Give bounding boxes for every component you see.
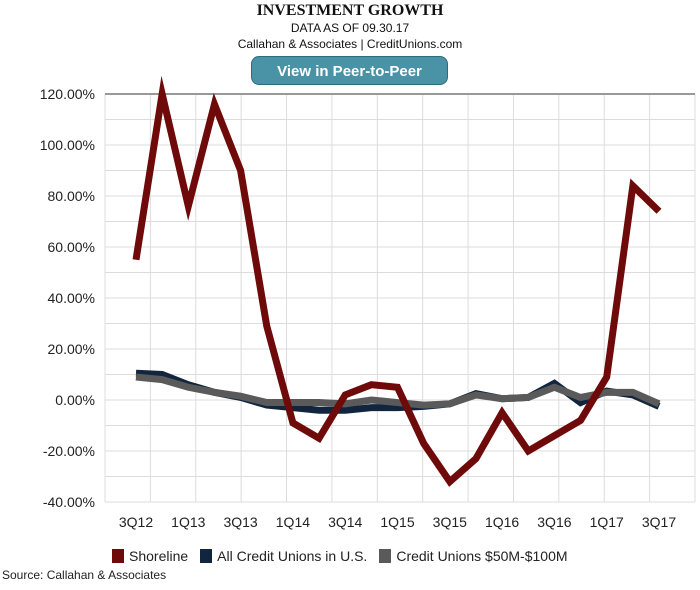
x-tick-label: 3Q12: [119, 514, 153, 530]
y-tick-label: -20.00%: [43, 443, 95, 459]
x-tick-label: 3Q14: [328, 514, 362, 530]
x-tick-label: 1Q16: [485, 514, 519, 530]
legend-swatch: [379, 549, 392, 563]
x-tick-label: 1Q15: [380, 514, 414, 530]
view-in-peer-to-peer-button[interactable]: View in Peer-to-Peer: [251, 56, 448, 85]
legend-item[interactable]: All Credit Unions in U.S.: [200, 548, 367, 564]
y-tick-label: -40.00%: [43, 494, 95, 510]
legend-label: Credit Unions $50M-$100M: [396, 548, 568, 564]
x-tick-label: 1Q13: [171, 514, 205, 530]
chart-title: INVESTMENT GROWTH: [256, 2, 444, 19]
y-tick-label: 0.00%: [55, 392, 95, 408]
series-line-shoreline: [132, 75, 662, 487]
source-note: Source: Callahan & Associates: [2, 568, 167, 582]
legend-swatch: [200, 549, 213, 563]
legend: Shoreline All Credit Unions in U.S. Credit…: [112, 548, 568, 564]
y-tick-label: 20.00%: [48, 341, 95, 357]
x-tick-label: 1Q17: [590, 514, 624, 530]
y-tick-label: 100.00%: [40, 137, 95, 153]
data-as-of: DATA AS OF 09.30.17: [290, 21, 410, 35]
y-tick-label: 60.00%: [48, 239, 95, 255]
legend-swatch: [112, 549, 124, 563]
y-tick-label: 80.00%: [48, 188, 95, 204]
legend-item[interactable]: Shoreline: [112, 548, 188, 564]
legend-label: All Credit Unions in U.S.: [217, 548, 368, 564]
x-tick-label: 3Q17: [642, 514, 676, 530]
y-tick-label: 40.00%: [48, 290, 95, 306]
credit-line: Callahan & Associates | CreditUnions.com: [237, 37, 463, 51]
legend-item[interactable]: Credit Unions $50M-$100M: [379, 548, 568, 564]
line-chart: -40.00% -20.00% 0.00% 20.00% 40.00% 60.00% 80.…: [40, 75, 696, 530]
legend-label: Shoreline: [129, 548, 189, 564]
x-tick-label: 3Q16: [537, 514, 571, 530]
x-tick-label: 3Q15: [433, 514, 467, 530]
y-tick-label: 120.00%: [40, 86, 95, 102]
x-tick-label: 3Q13: [223, 514, 257, 530]
x-tick-label: 1Q14: [276, 514, 310, 530]
